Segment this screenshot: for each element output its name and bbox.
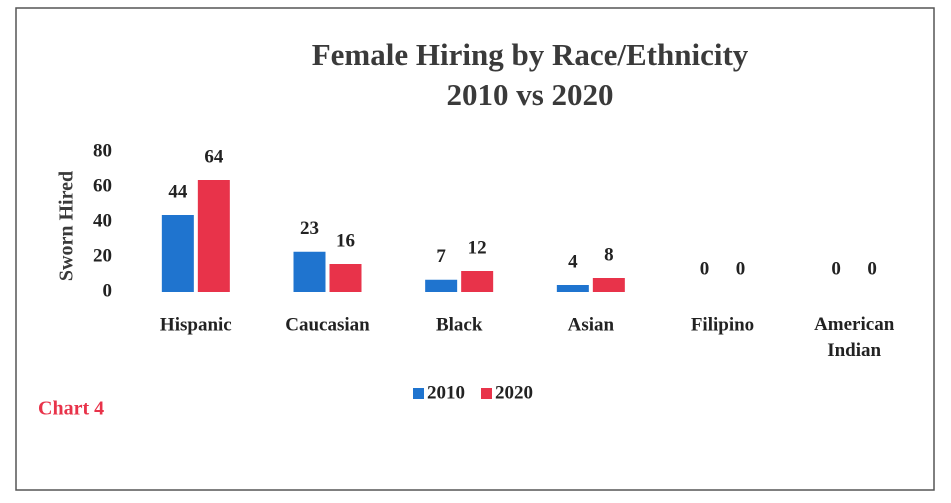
x-tick-label: American Indian (814, 314, 895, 361)
x-tick-label: Hispanic (160, 314, 232, 335)
legend-label: 2010 (427, 382, 465, 403)
x-tick-label: Asian (568, 314, 615, 335)
chart-subtitle: 2010 vs 2020 (446, 77, 613, 112)
bar (461, 271, 494, 292)
x-tick-label: Black (436, 314, 483, 335)
value-label: 8 (604, 244, 614, 265)
value-label: 23 (300, 218, 319, 239)
value-label: 7 (436, 246, 446, 267)
value-label: 44 (168, 181, 188, 202)
legend-label: 2020 (495, 382, 533, 403)
x-tick-label: Filipino (691, 314, 754, 335)
y-tick-label: 60 (93, 175, 112, 196)
value-label: 64 (204, 146, 224, 167)
value-label: 0 (700, 258, 710, 279)
y-axis-label: Sworn Hired (56, 171, 78, 281)
legend-swatch (413, 388, 424, 399)
chart-title: Female Hiring by Race/Ethnicity (312, 37, 749, 72)
y-tick-label: 80 (93, 140, 112, 161)
bar (556, 285, 589, 292)
bar (197, 180, 230, 292)
y-tick-label: 40 (93, 210, 112, 231)
legend-swatch (481, 388, 492, 399)
y-tick-label: 0 (103, 280, 113, 301)
value-label: 0 (867, 258, 877, 279)
annotation: Chart 4 (38, 398, 104, 420)
value-label: 0 (736, 258, 746, 279)
bar (293, 251, 326, 292)
x-tick-label: Caucasian (285, 314, 370, 335)
value-label: 12 (468, 237, 487, 258)
bar (161, 215, 194, 292)
bar (329, 264, 362, 292)
value-label: 16 (336, 230, 355, 251)
bar (425, 279, 458, 292)
value-label: 0 (831, 258, 841, 279)
y-tick-label: 20 (93, 245, 112, 266)
bar (592, 278, 625, 292)
value-label: 4 (568, 251, 578, 272)
